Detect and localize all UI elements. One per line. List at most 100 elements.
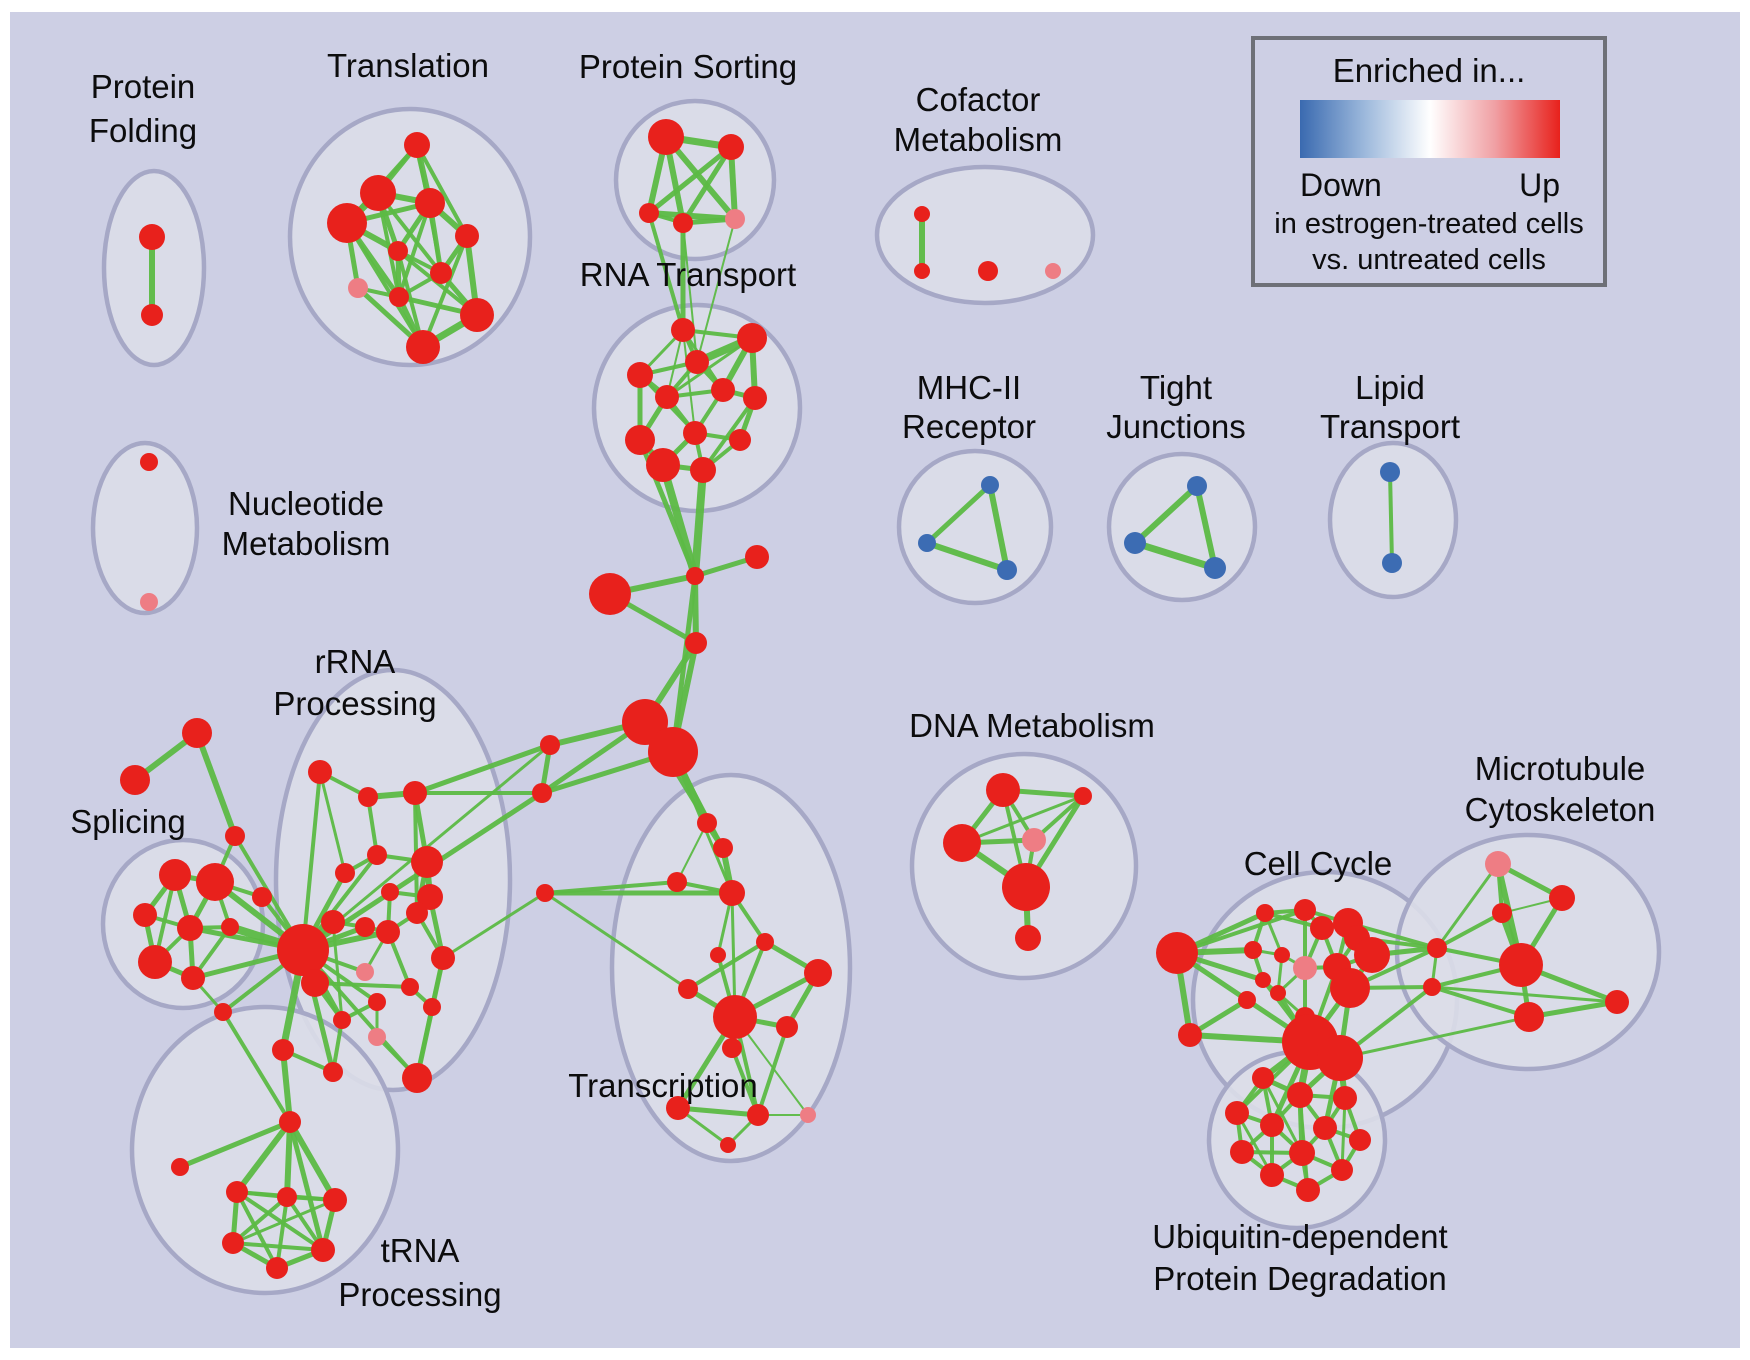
node-tr11 [406,330,440,364]
node-hub2 [301,969,329,997]
cluster-protein-sorting-ellipse [613,98,777,262]
node-tj2 [1124,532,1146,554]
node-rr16 [368,1028,386,1046]
node-mh2 [918,534,936,552]
node-cc12 [1354,937,1390,973]
node-dm4 [1022,828,1046,852]
node-sp3 [133,903,157,927]
edge-dm2-dm3 [961,794,1084,845]
node-tx4 [719,880,745,906]
node-rr15 [333,1011,351,1029]
edge-rt11-mc1 [659,463,699,578]
cluster-rrna-processing-label-line2: Processing [273,685,436,722]
legend-box [1251,36,1607,287]
cluster-microtubule-cytoskeleton-label-line2: Cytoskeleton [1465,791,1656,828]
edge-hub1-rrA [301,771,322,951]
node-mt1 [1485,851,1511,877]
node-tx13 [747,1104,769,1126]
node-tx6 [756,933,774,951]
node-sp1 [159,859,191,891]
node-cc8 [1244,941,1262,959]
node-sp9 [225,826,245,846]
node-tr9 [389,287,409,307]
node-ps1 [648,119,684,155]
edge-ps2-ps4 [680,145,734,225]
node-tr2 [360,175,396,211]
node-dm1 [986,773,1020,807]
cluster-translation-label-line1: Translation [327,47,489,84]
node-tg2 [120,765,150,795]
node-hub1 [277,924,329,976]
edge-ub3-ub11 [1340,1097,1347,1171]
node-mc4 [685,632,707,654]
edge-tn1-tn4 [284,1121,293,1198]
node-rrA [308,760,332,784]
node-ub8 [1230,1140,1254,1164]
node-ub9 [1289,1140,1315,1166]
node-cc9 [1274,947,1290,963]
cluster-trna-processing-label-line1: tRNA [381,1232,460,1269]
cluster-trna-processing-label-line2: Processing [338,1276,501,1313]
cluster-dna-metabolism-label-line1: DNA Metabolism [909,707,1155,744]
node-tj1 [1187,476,1207,496]
node-rt10 [625,425,655,455]
cluster-rna-transport-label-line1: RNA Transport [580,256,796,293]
node-rt8 [683,421,707,445]
node-sp8 [252,887,272,907]
node-tx15 [720,1137,736,1153]
node-mc1 [686,567,704,585]
node-cc10 [1293,956,1317,980]
cluster-protein-folding-label-line2: Folding [89,112,197,149]
edge-tn3-tn7 [235,1191,279,1269]
edge-rt12-mc1 [691,469,707,577]
node-jn1 [1427,938,1447,958]
node-lp2 [1382,553,1402,573]
node-ub4 [1225,1101,1249,1125]
node-rr1 [335,863,355,883]
edge-mh1-mh3 [987,484,1010,571]
edge-ps2-ps3 [647,145,733,215]
node-cc13 [1255,972,1271,988]
node-rt2 [737,323,767,353]
cluster-rrna-processing-label-line1: rRNA [315,643,396,680]
node-cc5 [1310,916,1334,940]
cluster-mhc-ii-receptor-label-line1: MHC-II [917,369,1021,406]
node-tn8 [311,1238,335,1262]
edge-tj1-tj2 [1132,483,1200,546]
node-tn5 [323,1188,347,1212]
legend-title: Enriched in... [1333,52,1526,89]
edge-tr1-tr5 [415,144,469,237]
node-rr12 [401,978,419,996]
cluster-tight-junctions-label-line2: Junctions [1106,408,1245,445]
node-sp2 [196,863,234,901]
edge-tn4-tn7 [275,1196,289,1269]
edge-rt7-rt12 [701,396,757,472]
node-sp7 [181,966,205,990]
node-mt6 [1514,1002,1544,1032]
node-rt6 [655,385,679,409]
cluster-transcription-ellipse [609,772,853,1164]
node-tn7 [266,1257,288,1279]
node-tr7 [430,262,452,284]
node-tj3 [1204,557,1226,579]
node-mc6 [648,727,698,777]
node-rr5 [417,884,443,910]
cluster-microtubule-cytoskeleton-label-line1: Microtubule [1475,750,1646,787]
node-mt2 [1549,885,1575,911]
edge-ub1-ub9 [1261,1077,1304,1154]
node-tn4 [277,1187,297,1207]
node-cc4 [1294,899,1316,921]
cluster-nucleotide-metabolism-label-line2: Metabolism [222,525,391,562]
cluster-ubiquitin-degradation-label-line2: Protein Degradation [1153,1260,1447,1297]
node-ub1 [1252,1067,1274,1089]
node-rr10 [431,946,455,970]
cluster-ubiquitin-degradation-label-line1: Ubiquitin-dependent [1152,1218,1447,1255]
node-rt7 [743,386,767,410]
node-rrB [358,787,378,807]
node-mh3 [997,560,1017,580]
node-jn2 [1423,978,1441,996]
edge-mh1-mh2 [925,483,992,545]
edge-tn1-tn5 [287,1120,338,1202]
node-mt3 [1492,903,1512,923]
